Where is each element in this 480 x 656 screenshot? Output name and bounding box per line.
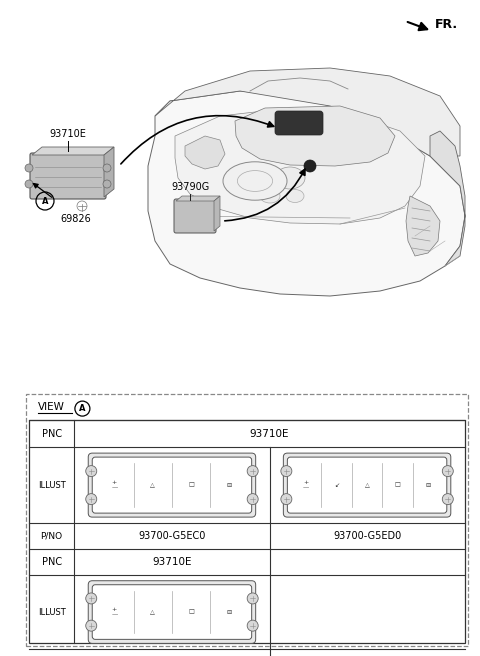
Circle shape	[281, 493, 292, 504]
Text: 69826: 69826	[60, 214, 91, 224]
Polygon shape	[104, 147, 114, 197]
FancyBboxPatch shape	[174, 199, 216, 233]
Text: FR.: FR.	[435, 18, 458, 31]
Text: A: A	[42, 197, 48, 205]
Ellipse shape	[223, 162, 287, 200]
Circle shape	[442, 466, 453, 477]
FancyBboxPatch shape	[288, 457, 447, 513]
Circle shape	[247, 493, 258, 504]
Circle shape	[247, 466, 258, 477]
Text: +
—: + —	[111, 607, 118, 617]
Circle shape	[86, 466, 97, 477]
Text: △: △	[150, 609, 155, 615]
Text: PNC: PNC	[42, 557, 61, 567]
Text: ⊟: ⊟	[426, 483, 431, 487]
Circle shape	[25, 180, 33, 188]
Text: A: A	[79, 404, 85, 413]
Polygon shape	[175, 108, 425, 224]
Polygon shape	[148, 91, 465, 296]
Polygon shape	[176, 196, 220, 201]
Circle shape	[247, 593, 258, 604]
Text: 93700-G5EC0: 93700-G5EC0	[138, 531, 205, 541]
Polygon shape	[214, 196, 220, 231]
FancyBboxPatch shape	[88, 453, 256, 517]
Circle shape	[103, 164, 111, 172]
Text: □: □	[395, 483, 401, 487]
Text: ⊟: ⊟	[227, 483, 232, 487]
Polygon shape	[185, 136, 225, 169]
Text: 93710E: 93710E	[152, 557, 192, 567]
Text: +
—: + —	[111, 480, 118, 491]
FancyBboxPatch shape	[92, 584, 252, 640]
Text: □: □	[188, 483, 194, 487]
Circle shape	[247, 620, 258, 631]
Polygon shape	[406, 196, 440, 256]
Text: 93710E: 93710E	[250, 428, 289, 439]
Ellipse shape	[238, 171, 273, 192]
Text: △: △	[365, 483, 370, 487]
Circle shape	[281, 466, 292, 477]
Ellipse shape	[275, 167, 305, 189]
Polygon shape	[430, 131, 465, 266]
Text: ILLUST: ILLUST	[38, 481, 65, 489]
FancyBboxPatch shape	[30, 153, 106, 199]
Text: ILLUST: ILLUST	[38, 607, 65, 617]
Polygon shape	[155, 68, 460, 156]
FancyBboxPatch shape	[92, 457, 252, 513]
Circle shape	[25, 164, 33, 172]
Text: ⊟: ⊟	[227, 609, 232, 615]
Circle shape	[86, 493, 97, 504]
Text: □: □	[188, 609, 194, 615]
FancyBboxPatch shape	[29, 420, 465, 643]
Text: VIEW: VIEW	[38, 401, 65, 411]
Polygon shape	[32, 147, 114, 155]
Polygon shape	[235, 106, 395, 166]
Ellipse shape	[260, 189, 280, 203]
Circle shape	[86, 593, 97, 604]
Text: P/NO: P/NO	[40, 531, 63, 541]
Text: PNC: PNC	[42, 428, 61, 439]
FancyBboxPatch shape	[88, 581, 256, 644]
FancyBboxPatch shape	[283, 453, 451, 517]
Circle shape	[86, 620, 97, 631]
Ellipse shape	[286, 190, 304, 203]
Circle shape	[304, 160, 316, 172]
Text: 93790G: 93790G	[171, 182, 209, 192]
Text: △: △	[150, 483, 155, 487]
FancyBboxPatch shape	[26, 394, 468, 646]
Text: +
—: + —	[302, 480, 309, 491]
Text: 93700-G5ED0: 93700-G5ED0	[333, 531, 401, 541]
Text: ↙: ↙	[334, 483, 339, 487]
FancyBboxPatch shape	[275, 111, 323, 135]
Circle shape	[103, 180, 111, 188]
Circle shape	[442, 493, 453, 504]
Text: 93710E: 93710E	[49, 129, 86, 139]
